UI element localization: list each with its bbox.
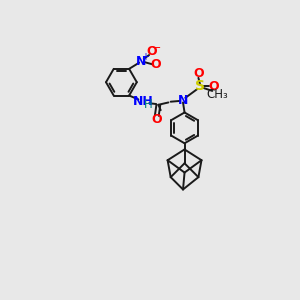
Text: O: O bbox=[146, 45, 157, 58]
Text: NH: NH bbox=[133, 95, 153, 108]
Text: O: O bbox=[150, 58, 160, 71]
Text: N: N bbox=[178, 94, 188, 107]
Text: −: − bbox=[152, 43, 161, 53]
Text: N: N bbox=[136, 55, 147, 68]
Text: +: + bbox=[141, 52, 149, 62]
Text: O: O bbox=[152, 113, 162, 126]
Text: H: H bbox=[144, 98, 153, 111]
Text: S: S bbox=[195, 79, 205, 93]
Text: O: O bbox=[208, 80, 219, 93]
Text: CH₃: CH₃ bbox=[206, 88, 228, 101]
Text: O: O bbox=[193, 68, 204, 80]
